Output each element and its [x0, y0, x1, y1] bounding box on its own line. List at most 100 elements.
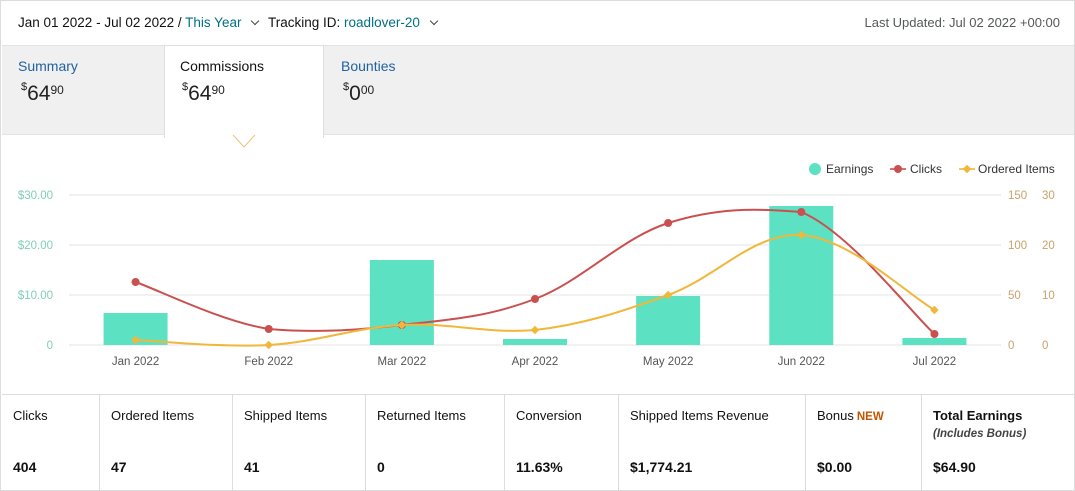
ordered-items-point: [397, 320, 407, 330]
last-updated-text: Last Updated: Jul 02 2022 +00:00: [864, 15, 1060, 30]
legend-earnings-icon: [809, 163, 821, 175]
stat-label: Returned Items: [377, 408, 466, 423]
stat-value: $1,774.21: [630, 459, 693, 475]
x-tick-label: Jun 2022: [778, 356, 825, 368]
stat-total-earnings: Total Earnings (Includes Bonus) $64.90: [922, 395, 1074, 491]
period-label[interactable]: This Year: [185, 15, 242, 30]
stat-value: 47: [111, 459, 127, 475]
stat-conversion: Conversion 11.63%: [505, 395, 619, 491]
x-tick-label: Jul 2022: [913, 356, 956, 368]
stat-value: $64.90: [933, 459, 976, 475]
stat-value: 404: [13, 459, 37, 475]
tab-summary-label[interactable]: Summary: [18, 58, 78, 74]
tracking-id-value[interactable]: roadlover-20: [344, 15, 420, 30]
stat-label: Shipped Items Revenue: [630, 408, 769, 423]
y-right-outer-tick-label: 0: [1042, 340, 1048, 352]
ordered-items-point: [663, 290, 673, 300]
tab-bounties-amount: $000: [343, 81, 375, 106]
stats-row: Clicks 404 Ordered Items 47 Shipped Item…: [2, 394, 1074, 491]
new-badge: NEW: [856, 411, 884, 423]
amount-cents: 90: [50, 83, 64, 97]
tab-commissions[interactable]: Commissions $6490: [164, 45, 324, 138]
clicks-point: [664, 219, 673, 227]
legend-ordered-items-icon: [962, 164, 972, 174]
stat-label: Conversion: [516, 408, 582, 423]
earnings-bar: [902, 338, 967, 345]
currency-symbol: $: [21, 81, 28, 93]
stat-shipped-items: Shipped Items 41: [233, 395, 366, 491]
clicks-point: [531, 295, 539, 303]
y-left-tick-label: $10.00: [18, 290, 53, 302]
date-range-text: Jan 01 2022 - Jul 02 2022: [18, 15, 175, 30]
active-tab-pointer-icon: [232, 134, 256, 148]
stat-label: Clicks: [13, 408, 48, 423]
ordered-items-point: [530, 325, 540, 335]
earnings-bar: [636, 296, 701, 345]
x-tick-label: Feb 2022: [244, 356, 293, 368]
x-tick-label: May 2022: [643, 356, 694, 368]
amount-whole: 64: [27, 82, 51, 105]
y-left-tick-label: $30.00: [18, 190, 53, 202]
y-left-tick-label: $20.00: [18, 240, 53, 252]
stat-value: 0: [377, 459, 385, 475]
tab-commissions-label[interactable]: Commissions: [180, 58, 265, 74]
y-right-outer-tick-label: 30: [1042, 190, 1055, 202]
tab-bounties[interactable]: Bounties $000: [324, 46, 484, 136]
x-tick-label: Apr 2022: [512, 356, 559, 368]
report-header: Jan 01 2022 - Jul 02 2022 / This Year Tr…: [1, 1, 1074, 45]
stat-label: Shipped Items: [244, 408, 328, 423]
tracking-label: Tracking ID:: [268, 15, 341, 30]
currency-symbol: $: [343, 81, 350, 93]
ordered-items-point: [131, 335, 140, 345]
stat-bonus: Bonus NEW $0.00: [806, 395, 922, 491]
stat-clicks: Clicks 404: [2, 395, 100, 491]
earnings-bar: [769, 206, 834, 345]
date-range-separator: /: [177, 15, 182, 30]
chevron-down-icon[interactable]: [250, 16, 260, 26]
legend-ordered-items-label: Ordered Items: [978, 162, 1055, 176]
clicks-point: [797, 208, 806, 216]
summary-tabs-band: Summary $6490 Commissions $6490 Bounties…: [2, 45, 1074, 138]
legend-earnings-label: Earnings: [826, 162, 873, 176]
tab-bounties-label[interactable]: Bounties: [341, 58, 396, 74]
date-range-selector[interactable]: Jan 01 2022 - Jul 02 2022 / This Year: [18, 15, 260, 30]
clicks-point: [131, 278, 140, 286]
stat-label: Bonus NEW: [817, 408, 884, 423]
amount-whole: 64: [188, 82, 212, 105]
y-right-inner-tick-label: 0: [1008, 340, 1014, 352]
stat-sublabel: (Includes Bonus): [933, 428, 1027, 440]
amount-whole: 0: [349, 82, 361, 105]
stat-value: $0.00: [817, 459, 853, 475]
stat-returned-items: Returned Items 0: [366, 395, 505, 491]
tracking-id-selector[interactable]: Tracking ID: roadlover-20: [268, 15, 438, 30]
tab-summary-amount: $6490: [21, 81, 64, 106]
tab-commissions-amount: $6490: [182, 81, 225, 106]
y-right-outer-tick-label: 20: [1042, 240, 1055, 252]
stat-label: Total Earnings: [933, 408, 1023, 423]
chevron-down-icon[interactable]: [429, 16, 438, 26]
stat-ordered-items: Ordered Items 47: [100, 395, 233, 491]
clicks-point: [930, 330, 939, 338]
bonus-label: Bonus: [817, 408, 854, 423]
stat-value: 41: [244, 459, 260, 475]
earnings-bar: [503, 339, 567, 345]
x-tick-label: Jan 2022: [112, 356, 159, 368]
x-tick-label: Mar 2022: [378, 356, 427, 368]
tab-summary[interactable]: Summary $6490: [2, 46, 164, 136]
currency-symbol: $: [182, 81, 189, 93]
y-right-inner-tick-label: 50: [1008, 290, 1021, 302]
y-left-tick-label: 0: [47, 340, 53, 352]
stat-value: 11.63%: [516, 459, 563, 475]
legend-clicks-label: Clicks: [910, 162, 942, 176]
amount-cents: 00: [360, 83, 375, 97]
stat-shipped-revenue: Shipped Items Revenue $1,774.21: [619, 395, 806, 491]
y-right-outer-tick-label: 10: [1042, 290, 1055, 302]
y-right-inner-tick-label: 100: [1008, 240, 1027, 252]
ordered-items-point: [264, 340, 273, 350]
ordered-items-point: [930, 305, 939, 315]
earnings-bar: [369, 260, 434, 345]
clicks-point: [264, 325, 273, 333]
amount-cents: 90: [211, 83, 225, 97]
